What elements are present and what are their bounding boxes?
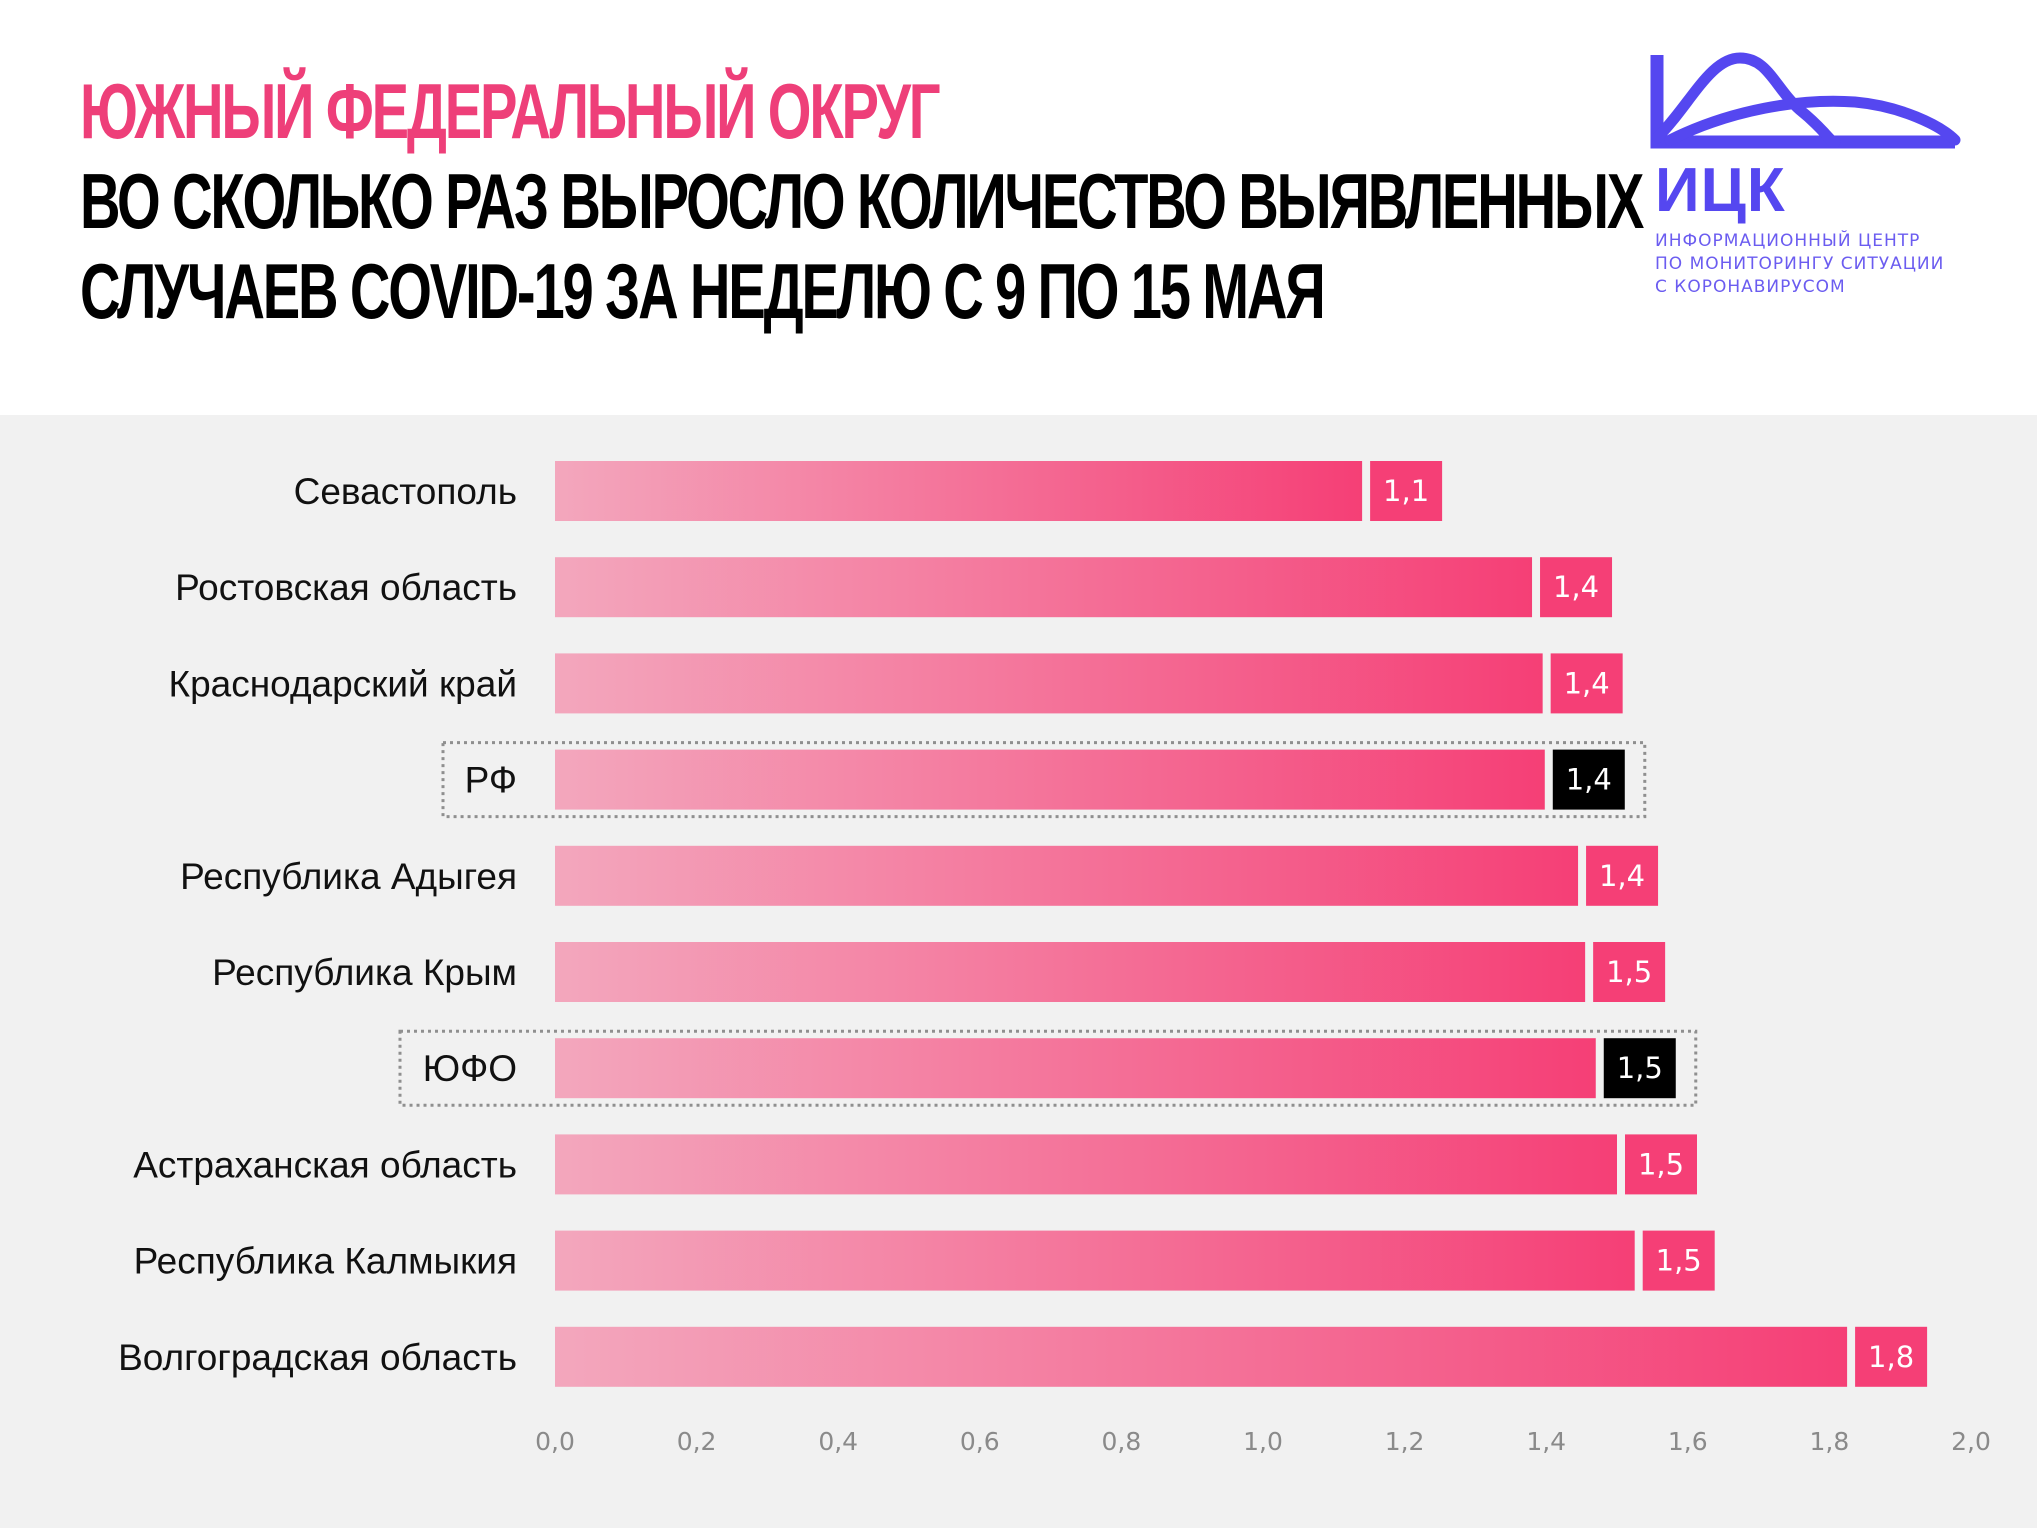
value-label: 1,4 bbox=[1553, 570, 1599, 604]
x-tick-label: 0,0 bbox=[535, 1427, 575, 1456]
region-title: ЮЖНЫЙ ФЕДЕРАЛЬНЫЙ ОКРУГ bbox=[80, 67, 941, 155]
logo-caption-line-2: ПО МОНИТОРИНГУ СИТУАЦИИ bbox=[1655, 254, 1945, 274]
value-badge bbox=[1603, 1038, 1676, 1099]
chart-area: Севастополь 1,1 Ростовская область 1,4 Красн… bbox=[0, 415, 2037, 1528]
value-label: 1,5 bbox=[1638, 1147, 1684, 1181]
value-badge bbox=[1586, 845, 1659, 906]
category-label: Астраханская область bbox=[133, 1144, 517, 1185]
value-badge bbox=[1550, 653, 1623, 714]
x-tick-label: 1,8 bbox=[1810, 1427, 1850, 1456]
value-badge bbox=[1593, 942, 1666, 1002]
value-label: 1,4 bbox=[1566, 763, 1612, 797]
bar-астраханская-область bbox=[555, 1134, 1617, 1195]
value-label: 1,5 bbox=[1617, 1051, 1663, 1085]
chart-title-line-1: ВО СКОЛЬКО РАЗ ВЫРОСЛО КОЛИЧЕСТВО ВЫЯВЛЕ… bbox=[80, 157, 1644, 245]
x-tick-label: 0,4 bbox=[818, 1427, 858, 1456]
value-badge bbox=[1540, 557, 1613, 618]
x-tick-label: 0,6 bbox=[960, 1427, 1000, 1456]
logo: ИЦК ИНФОРМАЦИОННЫЙ ЦЕНТР ПО МОНИТОРИНГУ … bbox=[1650, 50, 1980, 310]
chart-title-line-2: СЛУЧАЕВ COVID-19 ЗА НЕДЕЛЮ С 9 ПО 15 МАЯ bbox=[80, 247, 1326, 335]
bar-ростовская-область bbox=[555, 557, 1533, 618]
category-label: Севастополь bbox=[294, 471, 517, 512]
x-tick-label: 1,4 bbox=[1526, 1427, 1566, 1456]
category-label: Краснодарский край bbox=[169, 663, 517, 704]
x-tick-label: 1,6 bbox=[1668, 1427, 1708, 1456]
value-badge bbox=[1552, 749, 1625, 810]
bar-краснодарский-край bbox=[555, 653, 1543, 714]
bar-chart: Севастополь 1,1 Ростовская область 1,4 Красн… bbox=[118, 461, 1991, 1456]
logo-caption: ИНФОРМАЦИОННЫЙ ЦЕНТР ПО МОНИТОРИНГУ СИТУ… bbox=[1655, 230, 1944, 299]
bar-юфо bbox=[555, 1038, 1596, 1099]
category-label: ЮФО bbox=[423, 1048, 517, 1089]
logo-abbreviation: ИЦК bbox=[1655, 156, 1786, 225]
category-label: Республика Адыгея bbox=[180, 856, 517, 897]
bar-рф bbox=[555, 749, 1545, 810]
category-label: РФ bbox=[465, 760, 517, 801]
x-tick-label: 2,0 bbox=[1951, 1427, 1991, 1456]
x-tick-label: 0,8 bbox=[1102, 1427, 1142, 1456]
value-label: 1,4 bbox=[1564, 666, 1610, 700]
value-label: 1,4 bbox=[1599, 859, 1645, 893]
bar-республика-крым bbox=[555, 942, 1586, 1002]
value-label: 1,5 bbox=[1606, 955, 1652, 989]
x-tick-label: 1,0 bbox=[1243, 1427, 1283, 1456]
category-label: Республика Крым bbox=[212, 952, 517, 993]
value-badge bbox=[1642, 1230, 1715, 1291]
logo-caption-line-3: С КОРОНАВИРУСОМ bbox=[1655, 277, 1846, 297]
category-label: Республика Калмыкия bbox=[134, 1241, 517, 1282]
value-badge bbox=[1855, 1326, 1928, 1387]
bar-севастополь bbox=[555, 461, 1363, 521]
category-label: Ростовская область bbox=[175, 567, 517, 608]
category-label: Волгоградская область bbox=[118, 1337, 517, 1378]
value-label: 1,5 bbox=[1656, 1244, 1702, 1278]
highlight-frame-рф bbox=[441, 741, 1647, 819]
value-badge bbox=[1370, 461, 1443, 521]
x-tick-label: 1,2 bbox=[1385, 1427, 1425, 1456]
highlight-frame-юфо bbox=[398, 1029, 1698, 1107]
value-badge bbox=[1625, 1134, 1697, 1195]
header: ЮЖНЫЙ ФЕДЕРАЛЬНЫЙ ОКРУГ ВО СКОЛЬКО РАЗ В… bbox=[0, 0, 2037, 415]
bar-республика-адыгея bbox=[555, 845, 1579, 906]
value-label: 1,8 bbox=[1868, 1340, 1914, 1374]
x-tick-label: 0,2 bbox=[677, 1427, 717, 1456]
value-label: 1,1 bbox=[1383, 474, 1429, 508]
mountain-wave-logo-icon bbox=[1650, 52, 1961, 149]
logo-caption-line-1: ИНФОРМАЦИОННЫЙ ЦЕНТР bbox=[1655, 231, 1921, 251]
bar-республика-калмыкия bbox=[555, 1230, 1635, 1291]
bar-волгоградская-область bbox=[555, 1326, 1848, 1387]
